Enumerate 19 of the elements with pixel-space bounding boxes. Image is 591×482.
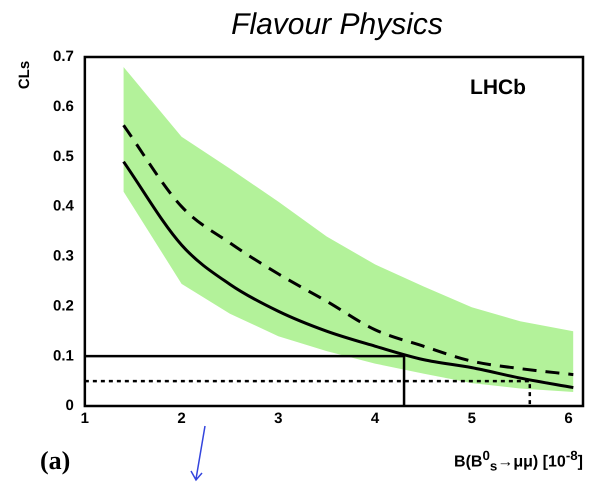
y-tick-label: 0 bbox=[66, 397, 74, 414]
x-tick-label: 1 bbox=[80, 410, 90, 428]
x-tick-label: 3 bbox=[274, 410, 282, 428]
x-tick-label: 4 bbox=[370, 410, 380, 428]
x-tick-label: 6 bbox=[564, 410, 573, 428]
chart-title: Flavour Physics bbox=[230, 8, 444, 42]
y-tick-label: 0.5 bbox=[52, 148, 74, 165]
y-tick-label: 0.1 bbox=[52, 347, 74, 364]
y-tick-label: 0.3 bbox=[52, 248, 74, 265]
y-tick-label: 0.6 bbox=[52, 98, 74, 115]
text: (a) bbox=[40, 446, 70, 476]
x-axis-title: B(B$^{0}$$_{s}$→μμ) [10$^{-8}$] bbox=[454, 448, 583, 474]
x-tick-label: 5 bbox=[468, 410, 476, 428]
y-tick-label: 0.7 bbox=[52, 48, 74, 66]
y-axis-title: CLs bbox=[15, 60, 34, 92]
annotation: LHCb bbox=[470, 76, 526, 100]
x-tick-label: 2 bbox=[177, 410, 186, 428]
y-tick-label: 0.4 bbox=[52, 198, 74, 215]
y-tick-label: 0.2 bbox=[52, 297, 74, 314]
